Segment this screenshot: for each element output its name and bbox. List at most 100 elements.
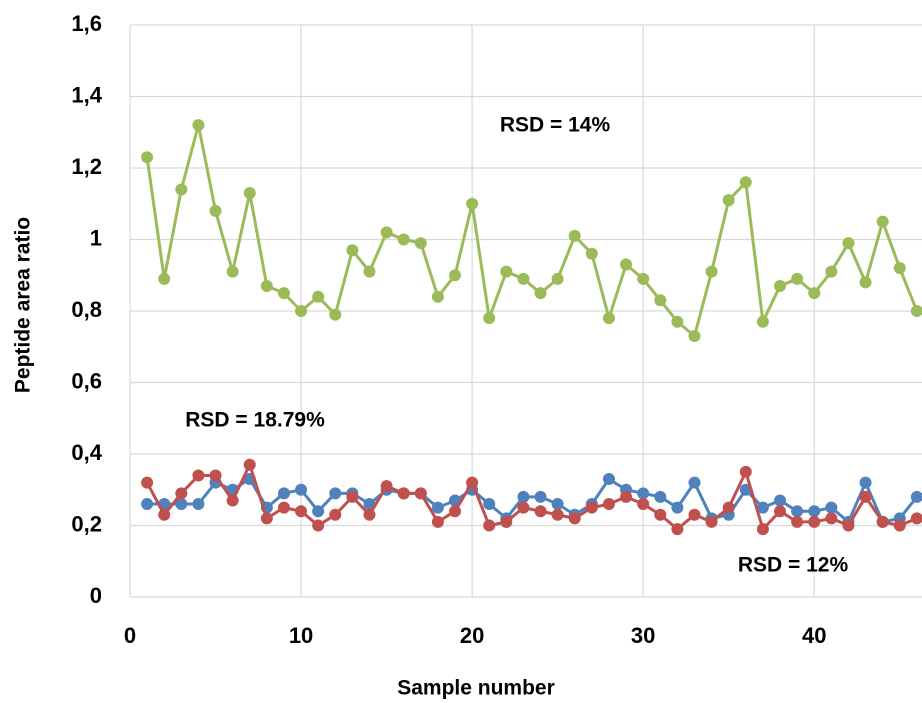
point [568, 512, 581, 525]
point [620, 258, 633, 271]
point [791, 515, 804, 528]
point [910, 490, 922, 503]
point [141, 151, 154, 164]
point [585, 247, 598, 260]
point [671, 523, 684, 536]
point [774, 505, 787, 518]
point [226, 494, 239, 507]
x-tick-label: 40 [802, 623, 826, 648]
series-line [145, 460, 918, 532]
annotation: RSD = 12% [738, 554, 849, 577]
point [671, 315, 684, 328]
y-tick-label: 0,4 [71, 440, 102, 465]
point [517, 272, 530, 285]
point [329, 508, 342, 521]
point [158, 508, 171, 521]
point [808, 515, 821, 528]
series-line [147, 476, 919, 525]
point [363, 508, 376, 521]
annotation: RSD = 18.79% [185, 409, 325, 432]
point [910, 512, 922, 525]
point [141, 498, 154, 511]
point [859, 476, 872, 489]
point [312, 505, 325, 518]
y-tick-label: 1 [90, 225, 102, 250]
point [825, 512, 838, 525]
point [277, 501, 290, 514]
point [346, 490, 359, 503]
point [517, 501, 530, 514]
y-tick-label: 1,6 [71, 11, 102, 36]
point [431, 515, 444, 528]
point [329, 487, 342, 500]
point [705, 515, 718, 528]
point [175, 487, 188, 500]
point [380, 226, 393, 239]
point [825, 501, 838, 514]
point [380, 480, 393, 493]
point [175, 498, 188, 511]
x-tick-label: 20 [460, 623, 484, 648]
point [722, 501, 735, 514]
point [688, 330, 701, 343]
point [739, 176, 752, 189]
point [449, 269, 462, 282]
point [808, 505, 821, 518]
point [175, 183, 188, 196]
point [620, 490, 633, 503]
point [449, 505, 462, 518]
point [551, 272, 564, 285]
point [483, 312, 496, 325]
point [688, 508, 701, 521]
point [295, 483, 308, 496]
point [158, 272, 171, 285]
point [534, 505, 547, 518]
point [534, 287, 547, 300]
point [637, 498, 650, 511]
y-tick-label: 1,2 [71, 154, 102, 179]
point [466, 197, 479, 210]
point [602, 498, 615, 511]
point [654, 508, 667, 521]
y-tick-label: 0 [90, 583, 102, 608]
point [277, 487, 290, 500]
y-axis-label: Peptide area ratio [12, 217, 35, 393]
point [893, 519, 906, 532]
point [756, 315, 769, 328]
point [483, 519, 496, 532]
point [500, 515, 513, 528]
point [226, 265, 239, 278]
y-tick-label: 0,8 [71, 297, 102, 322]
point [209, 204, 222, 217]
point [414, 487, 427, 500]
point [500, 265, 513, 278]
point [910, 305, 922, 317]
point [431, 290, 444, 303]
point [756, 523, 769, 536]
point [466, 476, 479, 489]
point [705, 265, 718, 278]
y-tick-label: 0,6 [71, 368, 102, 393]
x-tick-label: 30 [631, 623, 655, 648]
point [192, 498, 205, 511]
point [431, 501, 444, 514]
point [312, 519, 325, 532]
point [414, 237, 427, 250]
point [243, 187, 256, 200]
series-line [145, 124, 919, 339]
point [825, 265, 838, 278]
x-tick-label: 0 [124, 623, 136, 648]
point [842, 237, 855, 250]
point [842, 519, 855, 532]
point [483, 498, 496, 511]
point [876, 215, 889, 228]
point [260, 279, 273, 292]
point [534, 490, 547, 503]
point [756, 501, 769, 514]
point [774, 494, 787, 507]
point [517, 490, 530, 503]
point [808, 287, 821, 300]
point [722, 194, 735, 207]
point [295, 305, 308, 317]
